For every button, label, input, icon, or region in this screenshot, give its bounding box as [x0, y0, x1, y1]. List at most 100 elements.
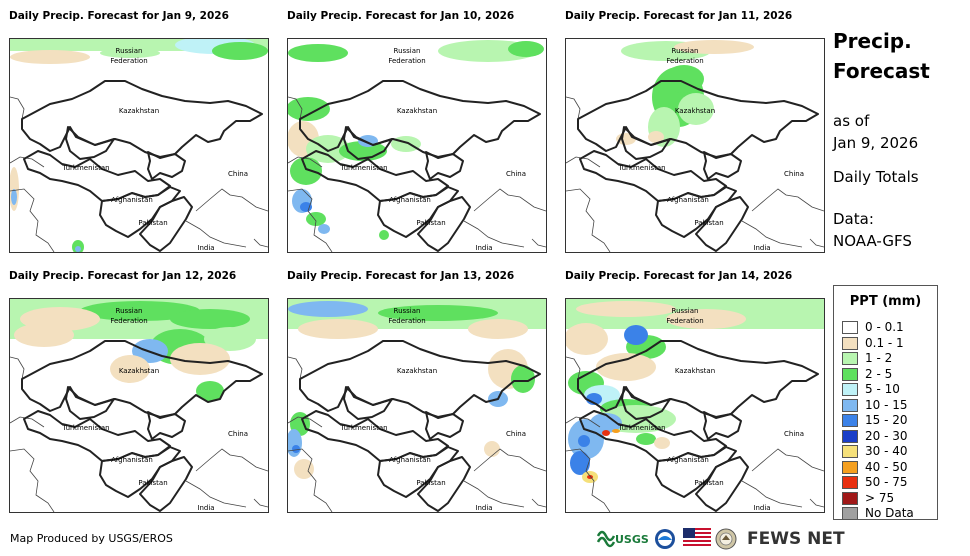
legend-item: 20 - 30	[842, 429, 908, 443]
country-border	[425, 411, 464, 440]
precip-layer	[10, 39, 268, 252]
precip-map: Russian Federation Kazakhstan Turkmenistan A…	[565, 298, 825, 513]
country-label-russia: Russian	[672, 307, 699, 315]
precip-area	[468, 319, 528, 339]
country-border	[99, 186, 181, 238]
legend-label: 0 - 0.1	[865, 320, 904, 334]
precip-layer	[288, 299, 546, 479]
country-border	[655, 186, 737, 238]
precip-area	[578, 435, 590, 447]
country-label-afghanistan: Afghanistan	[111, 456, 153, 464]
precip-area	[664, 65, 704, 93]
secondary-border	[10, 188, 55, 252]
country-border	[377, 186, 459, 238]
secondary-border	[473, 188, 546, 212]
country-label-federation: Federation	[666, 317, 703, 325]
precip-area	[378, 305, 498, 321]
country-label-federation: Federation	[110, 57, 147, 65]
precip-area	[648, 131, 664, 143]
precip-map: Russian Federation Kazakhstan Turkmenistan A…	[287, 38, 547, 253]
forecast-panel: Daily Precip. Forecast for Jan 11, 2026 …	[565, 10, 825, 254]
legend-swatch	[842, 507, 858, 520]
precip-area	[636, 433, 656, 445]
country-border	[343, 386, 393, 420]
legend-label: 10 - 15	[865, 397, 908, 412]
legend-item: > 75	[842, 491, 894, 505]
secondary-border	[288, 96, 303, 120]
precip-area	[14, 323, 74, 347]
country-label-turkmenistan: Turkmenistan	[339, 424, 387, 432]
country-label-pakistan: Pakistan	[694, 219, 723, 227]
forecast-panel: Daily Precip. Forecast for Jan 12, 2026 …	[9, 270, 269, 514]
country-border	[65, 386, 115, 420]
noaa-logo-icon	[655, 529, 675, 549]
precip-area	[288, 44, 348, 62]
precip-layer	[566, 299, 824, 483]
secondary-border	[195, 448, 268, 472]
legend-item: 40 - 50	[842, 460, 908, 474]
precip-area	[508, 41, 544, 57]
country-label-turkmenistan: Turkmenistan	[339, 164, 387, 172]
legend: PPT (mm) 0 - 0.1 0.1 - 1 1 - 2 2 - 5 5 -…	[833, 285, 938, 520]
legend-item: 10 - 15	[842, 398, 908, 412]
country-label-pakistan: Pakistan	[416, 479, 445, 487]
data-source: NOAA-GFS	[833, 232, 912, 250]
precip-area	[298, 319, 378, 339]
country-label-turkmenistan: Turkmenistan	[617, 424, 665, 432]
usgs-logo-icon: USGS	[597, 530, 649, 548]
secondary-border	[566, 188, 611, 252]
logo-bar: USGS FEWS NET	[597, 528, 845, 550]
precip-area	[576, 301, 676, 317]
country-border	[23, 410, 171, 462]
legend-swatch	[842, 476, 858, 489]
precip-area	[204, 327, 256, 351]
country-label-federation: Federation	[110, 317, 147, 325]
country-border	[577, 80, 819, 158]
legend-swatch	[842, 321, 858, 334]
country-border	[417, 196, 471, 252]
precip-area	[511, 365, 535, 393]
precip-area	[290, 157, 322, 185]
precip-area	[294, 459, 314, 479]
secondary-border	[185, 220, 247, 248]
country-label-russia: Russian	[116, 47, 143, 55]
secondary-border	[288, 448, 333, 512]
secondary-border	[253, 498, 268, 508]
secondary-border	[288, 356, 303, 380]
country-border	[299, 340, 541, 418]
legend-item: 15 - 20	[842, 413, 908, 427]
country-border	[147, 411, 186, 440]
country-border	[703, 411, 742, 440]
country-label-china: China	[228, 430, 248, 438]
country-label-afghanistan: Afghanistan	[667, 456, 709, 464]
legend-swatch	[842, 414, 858, 427]
legend-label: 15 - 20	[865, 413, 908, 427]
legend-item: 30 - 40	[842, 444, 908, 458]
legend-label: 30 - 40	[865, 444, 908, 458]
country-label-pakistan: Pakistan	[138, 219, 167, 227]
legend-item: 5 - 10	[842, 382, 900, 396]
country-label-kazakhstan: Kazakhstan	[119, 367, 159, 375]
country-label-china: China	[506, 430, 526, 438]
legend-swatch	[842, 383, 858, 396]
forecast-panel: Daily Precip. Forecast for Jan 9, 2026 R…	[9, 10, 269, 254]
precip-area	[306, 212, 326, 226]
legend-item: 50 - 75	[842, 475, 908, 489]
legend-swatch	[842, 336, 858, 350]
country-border	[343, 126, 393, 160]
secondary-border	[10, 96, 25, 120]
precip-area	[391, 136, 421, 152]
legend-swatch	[842, 429, 858, 443]
map-svg: Russian Federation Kazakhstan Turkmenistan A…	[566, 299, 824, 512]
precip-map: Russian Federation Kazakhstan Turkmenistan A…	[9, 38, 269, 253]
precip-area	[612, 429, 620, 433]
country-border	[417, 456, 471, 512]
precip-area	[292, 445, 300, 453]
panel-title: Daily Precip. Forecast for Jan 10, 2026	[287, 10, 515, 22]
precip-map: Russian Federation Kazakhstan Turkmenistan A…	[9, 298, 269, 513]
precip-layer	[616, 40, 754, 147]
legend-item: 0.1 - 1	[842, 336, 904, 350]
usgs-logo-text: USGS	[615, 533, 649, 546]
legend-swatch	[842, 460, 858, 474]
country-border	[695, 196, 749, 252]
